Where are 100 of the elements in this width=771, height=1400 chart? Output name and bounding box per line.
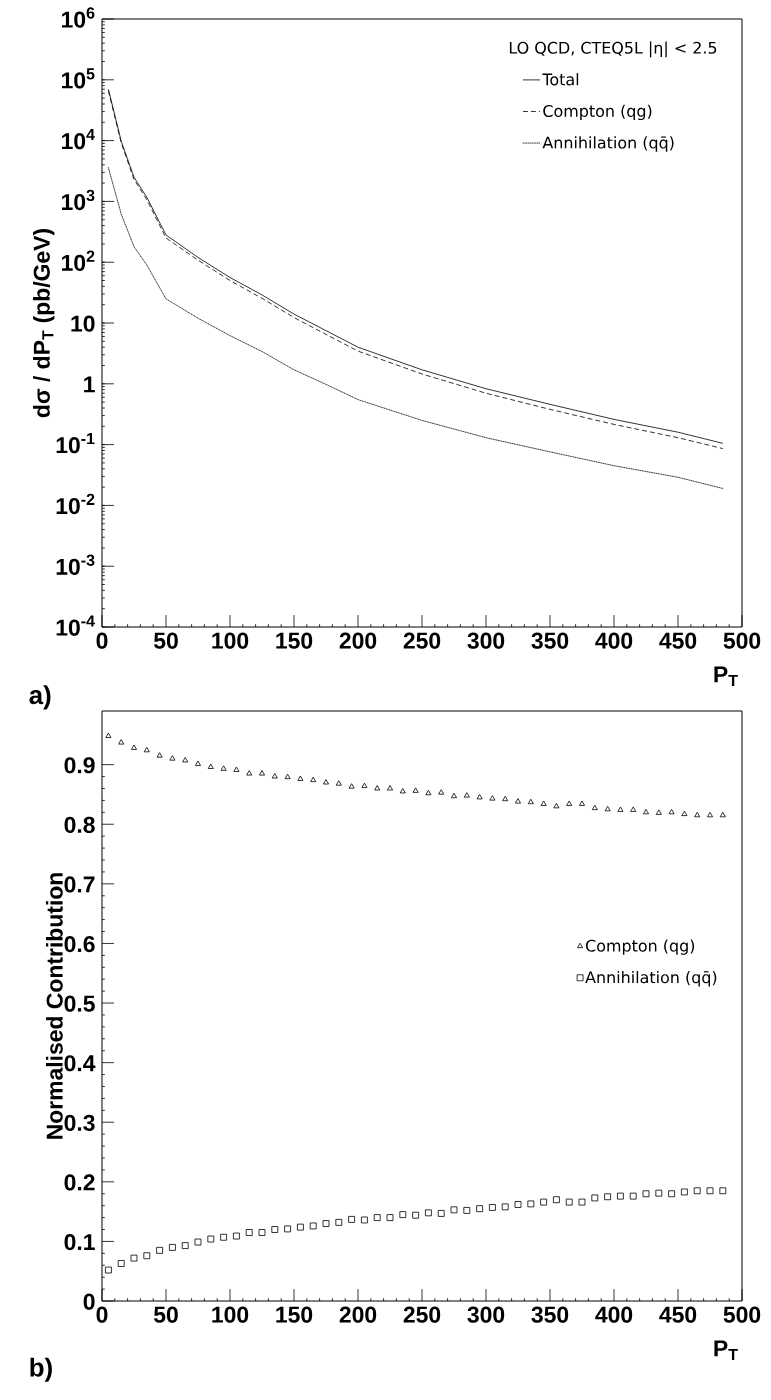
- point: [707, 811, 713, 818]
- point: [309, 1222, 317, 1230]
- point: [156, 752, 163, 758]
- y-tick-label: 0: [83, 1293, 95, 1310]
- point: [668, 1190, 675, 1198]
- point: [489, 795, 496, 801]
- point: [668, 808, 675, 815]
- point: [425, 789, 432, 796]
- point: [566, 800, 573, 806]
- x-tick-label: 50: [153, 632, 178, 649]
- y-tick-label: 10$^{3}$: [62, 189, 95, 211]
- point: [553, 1196, 560, 1204]
- point: [181, 1242, 189, 1249]
- point: [386, 1214, 394, 1221]
- x-tick-label: 50: [153, 1306, 178, 1323]
- point: [310, 776, 317, 783]
- point: [463, 1207, 471, 1214]
- x-tick-label: 450: [659, 632, 697, 649]
- y-tick-label: 0.9: [64, 757, 95, 774]
- point: [438, 789, 445, 795]
- point: [207, 763, 214, 769]
- point: [284, 773, 291, 780]
- point: [476, 794, 483, 800]
- x-tick-label: 0: [96, 1306, 108, 1323]
- x-axis-title: P$_{T}$: [714, 666, 738, 687]
- point: [245, 1229, 253, 1236]
- point: [629, 1192, 637, 1200]
- x-tick-label: 350: [531, 632, 569, 649]
- point: [553, 802, 560, 809]
- point: [348, 783, 355, 789]
- point: [604, 805, 611, 812]
- point: [502, 795, 509, 802]
- line-series: [108, 167, 724, 489]
- point: [412, 1211, 419, 1219]
- point: [387, 785, 393, 791]
- x-tick-label: 500: [723, 632, 761, 649]
- legend-label: Annihilation (qq̄): [542, 136, 674, 152]
- y-tick-label: 10: [71, 315, 95, 332]
- y-tick-label: 10$^{4}$: [62, 129, 95, 150]
- point: [233, 1232, 240, 1240]
- point: [194, 1238, 202, 1246]
- point: [617, 806, 624, 812]
- point: [233, 766, 240, 772]
- legend-label: Compton (qg): [543, 104, 652, 121]
- point: [297, 775, 304, 781]
- point: [451, 792, 457, 799]
- point: [118, 739, 125, 745]
- point: [578, 1198, 586, 1206]
- x-tick-label: 300: [467, 1306, 505, 1323]
- point: [271, 773, 278, 779]
- y-axis-title: Normalised Contribution: [45, 873, 63, 1139]
- point: [655, 809, 662, 815]
- x-tick-label: 350: [531, 1306, 569, 1323]
- point: [476, 1205, 483, 1213]
- y-tick-label: 0.4: [64, 1055, 96, 1072]
- point: [105, 1266, 112, 1274]
- y-tick-label: 10$^{-1}$: [56, 433, 95, 454]
- point: [514, 1201, 522, 1208]
- x-tick-label: 200: [339, 1306, 377, 1323]
- point: [169, 755, 176, 761]
- point: [591, 1194, 599, 1202]
- point: [630, 806, 637, 812]
- point: [579, 800, 585, 806]
- point: [412, 787, 419, 793]
- point: [143, 746, 150, 753]
- point: [182, 757, 189, 763]
- y-tick-label: 10$^{6}$: [62, 7, 95, 28]
- y-tick-label: 10$^{-2}$: [56, 493, 95, 515]
- point: [655, 1189, 663, 1197]
- point: [335, 1218, 343, 1226]
- y-tick-label: 0.7: [64, 876, 95, 893]
- point: [693, 1187, 701, 1195]
- x-tick-label: 300: [467, 632, 505, 649]
- point: [437, 1210, 445, 1217]
- x-tick-label: 200: [339, 632, 377, 649]
- point: [246, 770, 253, 776]
- point: [207, 1235, 215, 1243]
- point: [617, 1192, 624, 1200]
- point: [642, 1190, 650, 1198]
- point: [271, 1226, 279, 1233]
- point: [105, 732, 112, 738]
- point: [694, 811, 701, 818]
- legend-label: Annihilation (qq̄): [585, 970, 717, 987]
- point: [540, 1198, 547, 1206]
- text: b): [30, 1357, 52, 1382]
- point: [117, 1260, 125, 1267]
- y-tick-label: 1: [84, 376, 95, 393]
- x-axis-title: P$_{T}$: [714, 1340, 738, 1361]
- legend-label: Compton (qg): [585, 939, 695, 955]
- y-tick-label: 10$^{-4}$: [56, 615, 95, 636]
- point: [220, 765, 227, 771]
- point: [527, 1200, 535, 1208]
- point: [373, 1214, 381, 1221]
- x-tick-label: 400: [595, 632, 633, 649]
- point: [169, 1244, 176, 1251]
- point: [489, 1204, 496, 1211]
- point: [527, 798, 534, 805]
- point: [374, 785, 381, 791]
- point: [399, 788, 406, 794]
- point: [297, 1223, 304, 1231]
